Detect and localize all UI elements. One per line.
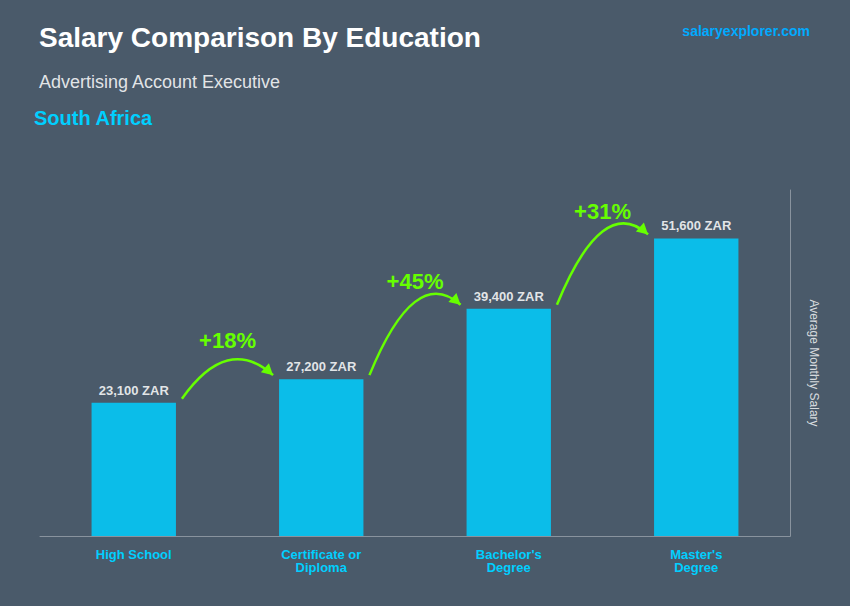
svg-text:27,200 ZAR: 27,200 ZAR (286, 359, 357, 374)
svg-text:Salary Comparison By Education: Salary Comparison By Education (39, 22, 481, 53)
svg-text:Diploma: Diploma (296, 560, 348, 575)
svg-text:Advertising Account Executive: Advertising Account Executive (39, 72, 280, 92)
svg-text:Degree: Degree (487, 560, 531, 575)
svg-text:Certificate or: Certificate or (281, 547, 362, 562)
svg-text:39,400 ZAR: 39,400 ZAR (474, 289, 545, 304)
svg-text:Average Monthly Salary: Average Monthly Salary (807, 299, 821, 426)
svg-text:salaryexplorer.com: salaryexplorer.com (682, 23, 810, 39)
svg-text:Degree: Degree (674, 560, 718, 575)
svg-text:High School: High School (96, 547, 172, 562)
svg-text:South Africa: South Africa (34, 107, 153, 129)
svg-text:Master's: Master's (670, 547, 723, 562)
svg-text:+45%: +45% (387, 269, 444, 294)
svg-text:Bachelor's: Bachelor's (475, 547, 542, 562)
svg-text:+18%: +18% (199, 328, 256, 353)
svg-text:23,100 ZAR: 23,100 ZAR (99, 383, 170, 398)
svg-text:+31%: +31% (574, 199, 631, 224)
svg-text:51,600 ZAR: 51,600 ZAR (661, 218, 732, 233)
